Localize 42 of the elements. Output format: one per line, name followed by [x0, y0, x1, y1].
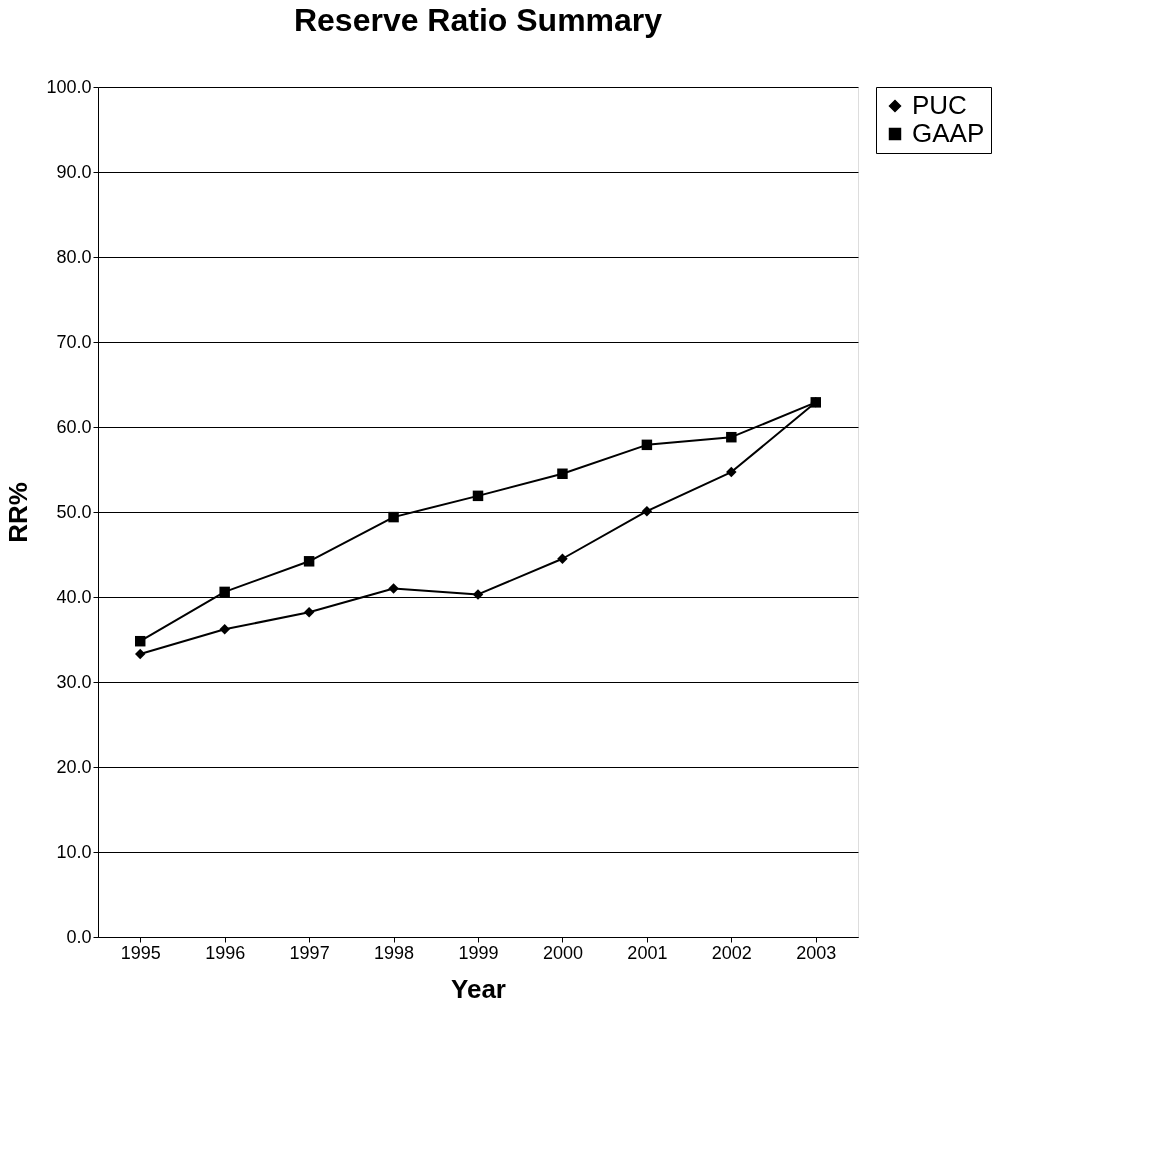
- x-axis-title: Year: [451, 973, 506, 1004]
- y-tick-label: 40.0: [56, 586, 92, 607]
- y-tick-label: 50.0: [56, 501, 92, 522]
- y-tick-label: 60.0: [56, 416, 92, 437]
- x-tick-label: 2003: [796, 942, 837, 963]
- x-tick-label: 2001: [627, 942, 668, 963]
- x-tick-label: 1999: [458, 942, 499, 963]
- x-tick-label: 1996: [205, 942, 246, 963]
- point: [472, 490, 484, 502]
- y-tick-label: 30.0: [56, 671, 92, 692]
- point: [472, 589, 484, 600]
- x-tick-label: 1998: [374, 942, 415, 963]
- y-tick-label: 100.0: [46, 76, 92, 97]
- point: [641, 439, 653, 451]
- point: [557, 468, 568, 479]
- y-axis-title: RR%: [3, 482, 34, 543]
- point: [388, 511, 399, 523]
- point: [219, 624, 230, 635]
- point: [303, 556, 315, 567]
- point: [810, 397, 822, 408]
- point: [134, 635, 146, 647]
- point: [726, 431, 737, 443]
- point: [388, 583, 399, 594]
- point: [641, 505, 653, 517]
- y-tick-label: 0.0: [66, 926, 92, 947]
- chart-title: Reserve Ratio Summary: [293, 2, 663, 38]
- x-tick-label: 2000: [542, 942, 583, 963]
- y-tick-label: 80.0: [56, 246, 92, 267]
- point: [134, 648, 146, 660]
- point: [557, 553, 568, 564]
- x-tick-label: 1997: [289, 942, 330, 963]
- legend-label: GAAP: [912, 118, 985, 148]
- y-tick-label: 10.0: [56, 841, 92, 862]
- y-tick-label: 70.0: [56, 331, 92, 352]
- x-tick-label: 2002: [711, 942, 752, 963]
- point: [219, 586, 230, 598]
- legend-label: PUC: [912, 90, 967, 120]
- x-tick-label: 1995: [120, 942, 161, 963]
- point: [726, 466, 737, 478]
- y-tick-label: 20.0: [56, 756, 92, 777]
- point: [303, 607, 315, 618]
- y-tick-label: 90.0: [56, 161, 92, 182]
